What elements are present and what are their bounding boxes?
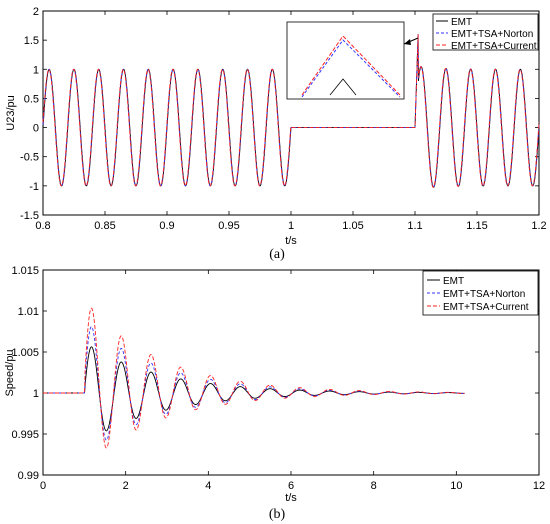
- chart-a-xlabel: t/s: [285, 235, 297, 247]
- chart-b-legend-box: [422, 270, 539, 316]
- chart-b-ytick-label: 1: [33, 388, 39, 400]
- chart-a-xtick-label: 0.85: [94, 220, 115, 232]
- chart-a-xtick-label: 0.8: [35, 220, 50, 232]
- chart-b-xtick-label: 12: [533, 480, 545, 492]
- chart-b-xlabel: t/s: [285, 492, 297, 504]
- chart-a-ylabel: U23/pu: [5, 95, 17, 130]
- legend-a-current-label: EMT+TSA+Current: [451, 41, 537, 52]
- chart-b-ytick-label: 1.015: [11, 265, 39, 277]
- chart-b-legend: EMT EMT+TSA+Norton EMT+TSA+Current: [422, 270, 539, 316]
- chart-b-xtick-label: 0: [40, 480, 46, 492]
- chart-b-series-current: [43, 307, 465, 449]
- chart-b-xtick-label: 8: [371, 480, 377, 492]
- legend-a-emt-label: EMT: [451, 17, 472, 28]
- chart-b-xtick-label: 6: [288, 480, 294, 492]
- chart-b-caption: (b): [269, 507, 286, 522]
- chart-a-ytick-label: 2: [33, 6, 39, 18]
- chart-a-ytick-label: 1: [33, 64, 39, 76]
- chart-b-ytick-label: 1.01: [18, 306, 39, 318]
- chart-a-series-current: [42, 34, 540, 188]
- chart-a-xtick-label: 1.15: [466, 220, 487, 232]
- chart-a-ytick-label: -0.5: [20, 152, 39, 164]
- chart-b-xtick-label: 2: [123, 480, 129, 492]
- chart-a-xtick-label: 1.2: [531, 220, 546, 232]
- inset-emt-line: [329, 78, 357, 96]
- chart-b-ytick-label: 0.99: [18, 470, 39, 482]
- inset-norton-line: [301, 39, 401, 98]
- chart-b-xtick-label: 10: [450, 480, 462, 492]
- legend-b-current-label: EMT+TSA+Current: [443, 302, 529, 313]
- chart-a-ytick-label: -1: [29, 181, 39, 193]
- chart-a-legend-box: [432, 13, 539, 51]
- chart-a-ytick-label: 1.5: [24, 35, 39, 47]
- legend-b-emt-label: EMT: [443, 276, 464, 287]
- chart-a-ytick-label: 0.5: [24, 93, 39, 105]
- chart-a-xtick-label: 0.95: [218, 220, 239, 232]
- legend-b-norton-label: EMT+TSA+Norton: [443, 289, 525, 300]
- chart-b-xtick-label: 4: [205, 480, 211, 492]
- chart-b-ytick-label: 1.005: [11, 347, 39, 359]
- inset-pointer-arrowhead: [404, 39, 411, 45]
- chart-a-xtick-label: 1: [288, 220, 294, 232]
- chart-b-ytick-label: 0.995: [11, 429, 39, 441]
- chart-b-ylabel: Speed/pu: [4, 349, 16, 396]
- chart-a-ytick-label: 0: [33, 123, 39, 135]
- inset-frame: [286, 21, 405, 100]
- chart-a-xtick-label: 1.05: [342, 220, 363, 232]
- inset-current-line: [301, 35, 401, 96]
- chart-a: 0.8 0.85 0.9 0.95 1 1.05 1.1 1.15 1.2 -1.5 -1 -0.5 0…: [5, 6, 547, 262]
- chart-a-inset: [286, 21, 419, 100]
- legend-a-norton-label: EMT+TSA+Norton: [451, 29, 533, 40]
- chart-a-legend: EMT EMT+TSA+Norton EMT+TSA+Current: [432, 13, 539, 52]
- chart-a-ytick-label: -1.5: [20, 210, 39, 222]
- chart-a-caption: (a): [269, 247, 285, 262]
- chart-a-xtick-label: 1.1: [407, 220, 422, 232]
- chart-a-xtick-label: 0.9: [159, 220, 174, 232]
- chart-b: 0 2 4 6 8 10 12 0.99 0.995 1 1.005 1.01 1.015 EMT EM…: [4, 265, 545, 522]
